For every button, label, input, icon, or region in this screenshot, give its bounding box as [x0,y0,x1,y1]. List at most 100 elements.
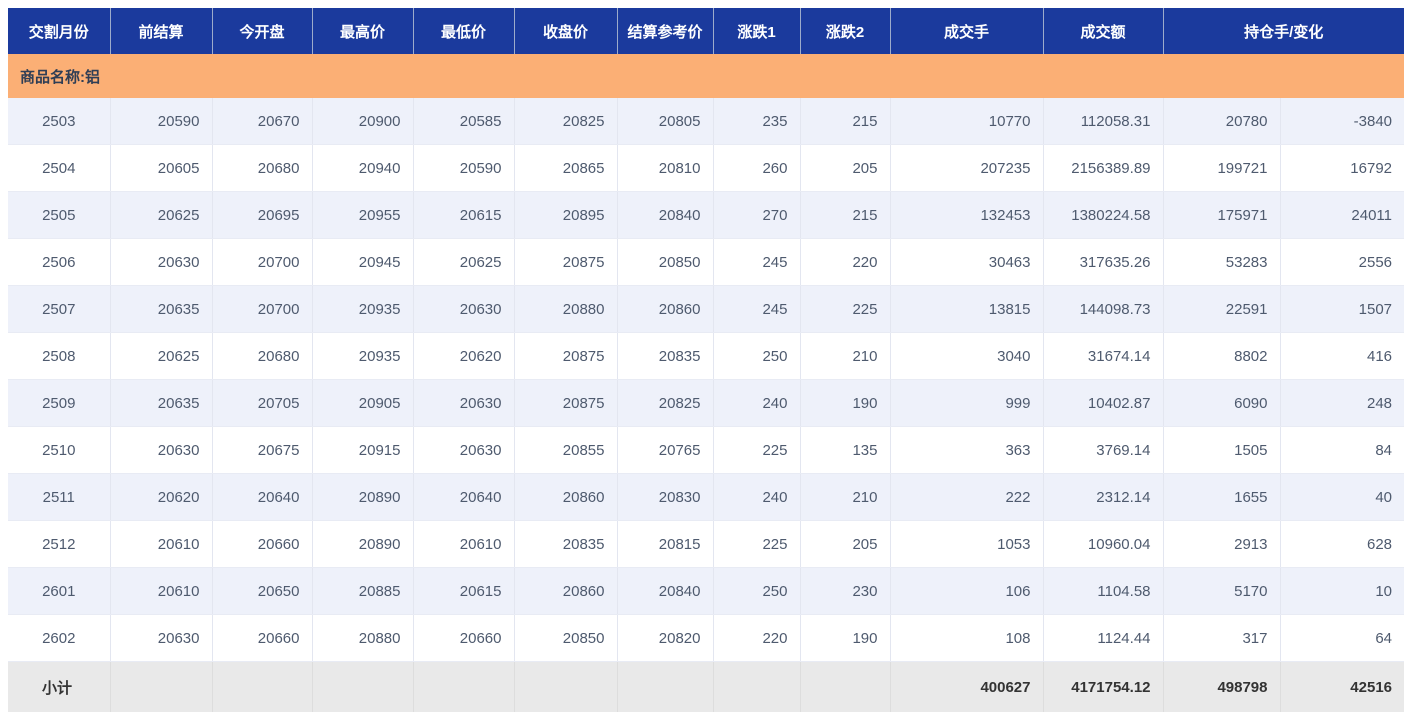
contract-month: 2508 [8,332,111,380]
column-header-1: 交割月份 [8,8,111,54]
table-row: 2508 20625 20680 20935 20620 20875 20835 250 210… [8,332,1404,380]
value-cell: 20890 [312,520,414,568]
value-cell: 190 [800,379,891,427]
value-cell: 20840 [617,567,714,615]
value-cell: 20660 [212,520,313,568]
subtotal-value [617,661,714,712]
subtotal-label: 小计 [8,661,111,712]
value-cell: 20670 [212,98,313,145]
value-cell: 20885 [312,567,414,615]
value-cell: 20880 [514,285,618,333]
value-cell: 144098.73 [1043,285,1164,333]
value-cell: 20825 [617,379,714,427]
value-cell: 20630 [413,426,515,474]
value-cell: 10770 [890,98,1044,145]
value-cell: 20875 [514,332,618,380]
value-cell: 248 [1280,379,1404,427]
value-cell: 20705 [212,379,313,427]
value-cell: 106 [890,567,1044,615]
value-cell: 215 [800,98,891,145]
subtotal-value: 498798 [1163,661,1281,712]
column-header-11: 成交额 [1043,8,1164,54]
contract-month: 2506 [8,238,111,286]
contract-month: 2510 [8,426,111,474]
value-cell: 225 [713,520,801,568]
value-cell: 20860 [514,567,618,615]
column-header-3: 今开盘 [212,8,313,54]
value-cell: 20805 [617,98,714,145]
value-cell: 20810 [617,144,714,192]
subtotal-row: 小计 400627 4171754.12 498798 42516 [8,661,1404,712]
value-cell: 20640 [212,473,313,521]
column-header-5: 最低价 [413,8,515,54]
table-row: 2601 20610 20650 20885 20615 20860 20840 250 230… [8,567,1404,615]
subtotal-value [212,661,313,712]
table-row: 2503 20590 20670 20900 20585 20825 20805 235 215… [8,98,1404,145]
value-cell: 999 [890,379,1044,427]
value-cell: 20890 [312,473,414,521]
value-cell: 20635 [110,379,213,427]
value-cell: 20700 [212,238,313,286]
value-cell: 20680 [212,332,313,380]
value-cell: 175971 [1163,191,1281,239]
column-header-2: 前结算 [110,8,213,54]
value-cell: 245 [713,285,801,333]
value-cell: 20850 [617,238,714,286]
value-cell: 40 [1280,473,1404,521]
value-cell: 190 [800,614,891,662]
value-cell: 235 [713,98,801,145]
value-cell: 270 [713,191,801,239]
value-cell: 1104.58 [1043,567,1164,615]
value-cell: 31674.14 [1043,332,1164,380]
value-cell: 215 [800,191,891,239]
contract-month: 2507 [8,285,111,333]
value-cell: 210 [800,473,891,521]
value-cell: 20825 [514,98,618,145]
value-cell: 207235 [890,144,1044,192]
table-row: 2509 20635 20705 20905 20630 20875 20825 240 190… [8,379,1404,427]
contract-month: 2509 [8,379,111,427]
subtotal-value [110,661,213,712]
quote-table: 交割月份 前结算 今开盘 最高价 最低价 收盘价 结算参考价 涨跌1 涨跌2 成交手 成交额 持仓手/… [8,8,1404,712]
value-cell: 20650 [212,567,313,615]
value-cell: 20625 [110,332,213,380]
value-cell: 260 [713,144,801,192]
value-cell: 20830 [617,473,714,521]
column-header-10: 成交手 [890,8,1044,54]
value-cell: 20935 [312,332,414,380]
table-row: 2505 20625 20695 20955 20615 20895 20840 270 215… [8,191,1404,239]
table-row: 2504 20605 20680 20940 20590 20865 20810 260 205… [8,144,1404,192]
value-cell: 2913 [1163,520,1281,568]
value-cell: 112058.31 [1043,98,1164,145]
column-header-9: 涨跌2 [800,8,891,54]
value-cell: 20630 [110,614,213,662]
value-cell: 20875 [514,379,618,427]
subtotal-value: 42516 [1280,661,1404,712]
value-cell: 84 [1280,426,1404,474]
value-cell: 20620 [110,473,213,521]
value-cell: 20860 [617,285,714,333]
value-cell: 8802 [1163,332,1281,380]
value-cell: 628 [1280,520,1404,568]
subtotal-value [312,661,414,712]
subtotal-value: 4171754.12 [1043,661,1164,712]
value-cell: 20935 [312,285,414,333]
value-cell: 20840 [617,191,714,239]
value-cell: 20880 [312,614,414,662]
value-cell: 205 [800,144,891,192]
value-cell: 20700 [212,285,313,333]
value-cell: 5170 [1163,567,1281,615]
value-cell: 3040 [890,332,1044,380]
contract-month: 2602 [8,614,111,662]
table-row: 2512 20610 20660 20890 20610 20835 20815 225 205… [8,520,1404,568]
value-cell: 20850 [514,614,618,662]
value-cell: 20835 [617,332,714,380]
value-cell: 10960.04 [1043,520,1164,568]
value-cell: 64 [1280,614,1404,662]
value-cell: 416 [1280,332,1404,380]
value-cell: 20590 [413,144,515,192]
value-cell: 230 [800,567,891,615]
column-header-12: 持仓手/变化 [1163,8,1404,54]
value-cell: 20940 [312,144,414,192]
